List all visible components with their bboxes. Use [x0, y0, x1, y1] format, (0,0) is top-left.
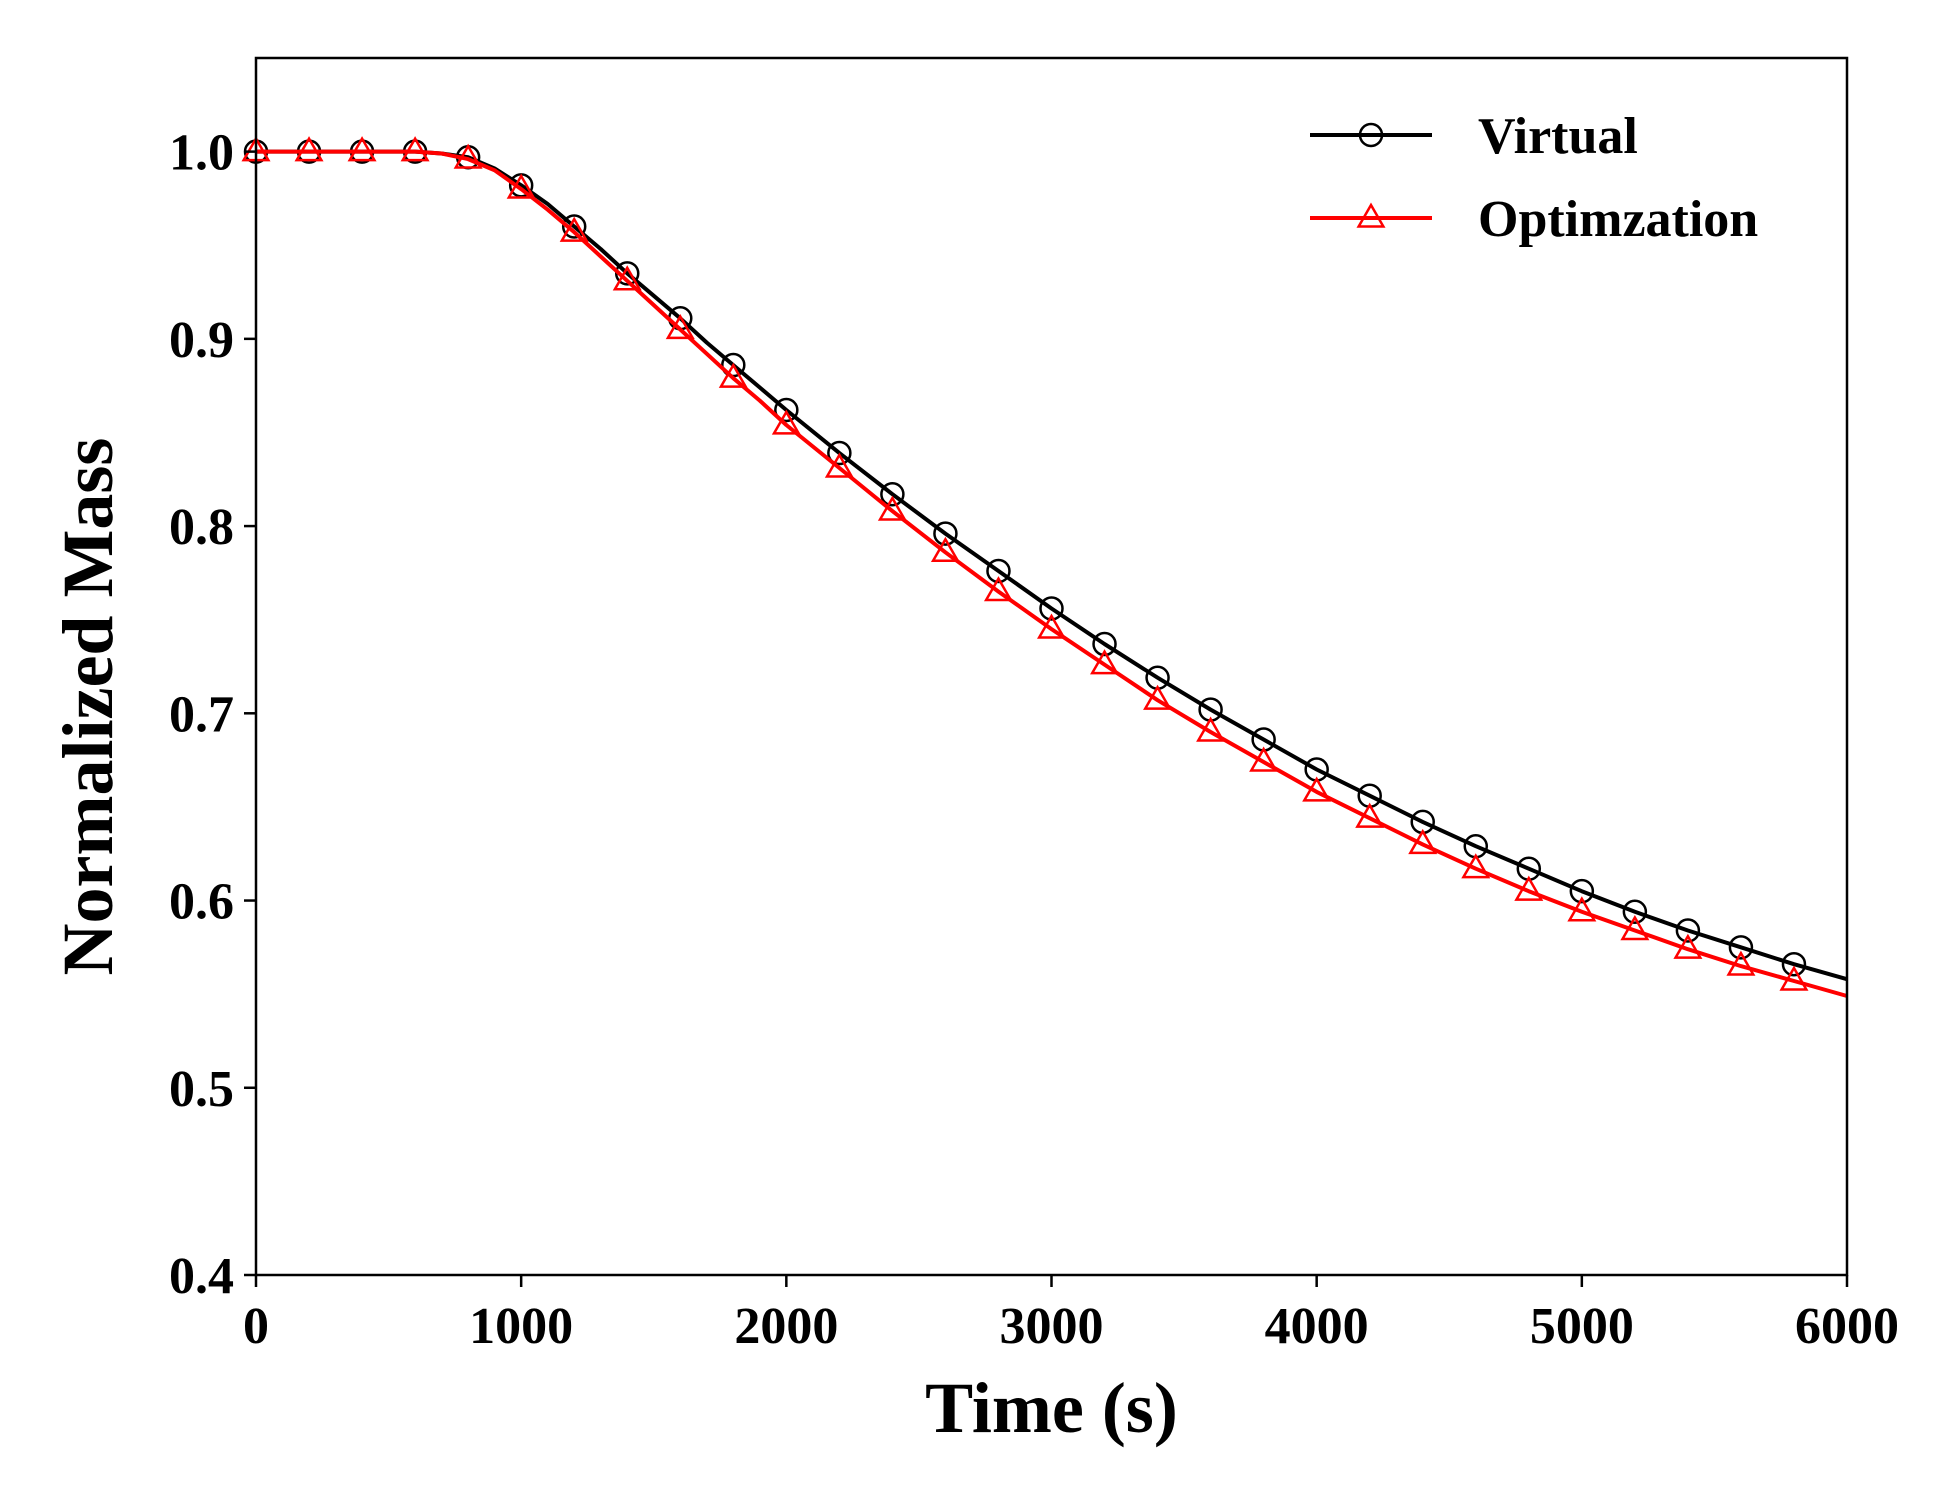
x-axis-title: Time (s) [925, 1368, 1178, 1448]
data-point-circle [1092, 631, 1117, 657]
data-point-triangle [1196, 716, 1226, 742]
data-point-circle [561, 214, 587, 239]
data-point-circle [1039, 596, 1064, 621]
data-point-circle [1569, 878, 1595, 904]
data-point-triangle [1143, 684, 1173, 710]
x-tick-label: 6000 [1795, 1298, 1899, 1355]
data-point-triangle [400, 136, 430, 162]
data-point-triangle [718, 362, 748, 388]
data-point-triangle [506, 173, 536, 199]
data-point-circle [1728, 935, 1754, 960]
data-point-circle [1622, 899, 1648, 925]
legend-marker-circle [1358, 122, 1384, 148]
legend-label: Optimzation [1478, 191, 1758, 248]
series-layer [241, 136, 1848, 998]
data-point-circle [1781, 951, 1807, 977]
y-tick-label: 0.7 [169, 686, 234, 743]
data-point-triangle [1461, 853, 1491, 879]
data-point-triangle [453, 143, 483, 169]
y-tick-label: 0.8 [169, 499, 234, 556]
series-optimzation [241, 136, 1848, 998]
data-point-triangle [1726, 950, 1756, 976]
data-point-triangle [347, 136, 377, 162]
data-point-triangle [1567, 896, 1597, 922]
x-tick-label: 2000 [734, 1298, 838, 1355]
data-point-circle [986, 558, 1011, 584]
data-point-circle [774, 397, 799, 423]
x-tick-label: 1000 [469, 1298, 573, 1355]
data-point-triangle [1620, 914, 1650, 941]
x-tick-label: 0 [243, 1298, 269, 1355]
data-point-triangle [612, 265, 642, 291]
series-line [256, 149, 1848, 998]
data-point-triangle [1302, 776, 1332, 802]
data-point-triangle [1514, 875, 1544, 901]
legend-item: Virtual [1310, 108, 1638, 165]
data-point-triangle [1355, 802, 1385, 828]
data-point-triangle [1249, 746, 1279, 772]
y-axis-title: Normalized Mass [48, 438, 128, 976]
data-point-triangle [294, 136, 324, 162]
data-point-triangle [1036, 613, 1067, 639]
data-point-triangle [1779, 965, 1809, 991]
legend-item: Optimzation [1310, 191, 1758, 248]
legend: Virtual Optimzation [1310, 108, 1758, 248]
y-tick-label: 0.5 [169, 1061, 234, 1118]
data-point-circle [827, 440, 852, 466]
data-point-circle [933, 521, 958, 546]
legend-marker-triangle [1356, 202, 1386, 228]
data-point-triangle [771, 409, 801, 435]
data-point-triangle [1673, 933, 1703, 959]
data-point-circle [1675, 918, 1701, 943]
legend-label: Virtual [1478, 108, 1638, 165]
data-point-circle [880, 481, 905, 507]
data-point-triangle [1408, 828, 1438, 855]
x-axis: 0 1000 2000 3000 4000 5000 6000 [243, 1275, 1899, 1355]
data-point-triangle [930, 536, 960, 562]
data-point-triangle [665, 313, 695, 340]
data-point-triangle [1090, 649, 1120, 675]
data-point-triangle [877, 495, 907, 521]
y-tick-label: 0.6 [169, 874, 234, 931]
data-point-triangle [983, 576, 1013, 602]
x-tick-label: 4000 [1265, 1298, 1369, 1355]
x-tick-label: 3000 [1000, 1298, 1104, 1355]
data-point-triangle [824, 452, 854, 478]
y-tick-label: 0.9 [169, 312, 234, 369]
y-tick-label: 1.0 [169, 125, 234, 182]
y-axis: 0.4 0.5 0.6 0.7 0.8 0.9 1.0 [169, 125, 256, 1305]
data-point-triangle [559, 216, 589, 242]
y-tick-label: 0.4 [169, 1248, 234, 1305]
x-tick-label: 5000 [1530, 1298, 1634, 1355]
